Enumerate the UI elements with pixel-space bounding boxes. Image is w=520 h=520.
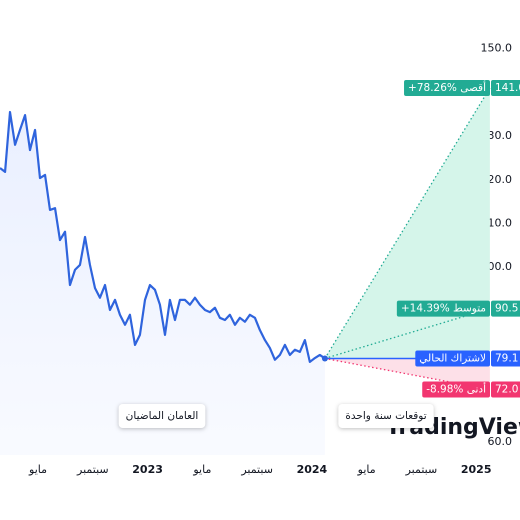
level-label-group: -8.98% أدنى xyxy=(422,381,490,398)
price-label-group: 141.0 xyxy=(491,80,520,97)
x-tick-label: سبتمبر xyxy=(405,463,438,476)
price-label: 79.1 xyxy=(495,352,518,364)
level-label-box xyxy=(422,381,490,398)
price-label-box xyxy=(491,80,520,97)
y-tick-label: 60.0 xyxy=(488,435,513,448)
past-area xyxy=(0,112,325,456)
level-label-box xyxy=(415,350,490,367)
level-label-group: لاشتراك الحالي xyxy=(415,350,490,367)
price-label-box xyxy=(491,350,520,367)
price-line xyxy=(0,110,326,364)
past-annotation-box xyxy=(118,404,206,428)
x-tick-label: مايو xyxy=(28,463,47,476)
price-label-group: 79.1 xyxy=(491,350,520,367)
forecast-annotation-box xyxy=(338,404,434,428)
level-label-group: +14.39% متوسط xyxy=(396,300,490,317)
forecast-line xyxy=(324,308,491,360)
level-label: +78.26% أقصى xyxy=(408,80,486,94)
price-label: 72.0 xyxy=(495,383,518,395)
forecast-line xyxy=(324,87,491,359)
level-label: -8.98% أدنى xyxy=(426,381,486,395)
past-annotation: العامان الماضيان xyxy=(126,410,199,422)
forecast-annotation-group: توقعات سنة واحدة xyxy=(338,404,434,428)
x-tick-label: مايو xyxy=(192,463,211,476)
x-tick-label: 2024 xyxy=(297,463,328,476)
level-label-box xyxy=(396,300,490,317)
level-label-group: +78.26% أقصى xyxy=(404,80,490,97)
level-label: لاشتراك الحالي xyxy=(419,352,486,364)
x-tick-label: سبتمبر xyxy=(240,463,273,476)
x-tick-label: سبتمبر xyxy=(76,463,109,476)
past-annotation-group: العامان الماضيان xyxy=(118,404,206,428)
y-tick-label: 150.0 xyxy=(481,42,513,55)
current-point xyxy=(321,355,328,362)
forecast-up-area xyxy=(324,88,490,359)
level-label: +14.39% متوسط xyxy=(401,303,486,315)
x-tick-label: مايو xyxy=(357,463,376,476)
price-label-group: 90.5 xyxy=(491,300,520,317)
x-tick-label: 2023 xyxy=(132,463,163,476)
level-label-box xyxy=(404,80,490,97)
price-label: 90.5 xyxy=(495,303,518,315)
forecast-annotation: توقعات سنة واحدة xyxy=(345,410,426,422)
price-label-box xyxy=(491,300,520,317)
price-label: 141.0 xyxy=(495,82,520,94)
price-label-group: 72.0 xyxy=(491,381,520,398)
price-label-box xyxy=(491,381,520,398)
x-tick-label: 2025 xyxy=(461,463,492,476)
